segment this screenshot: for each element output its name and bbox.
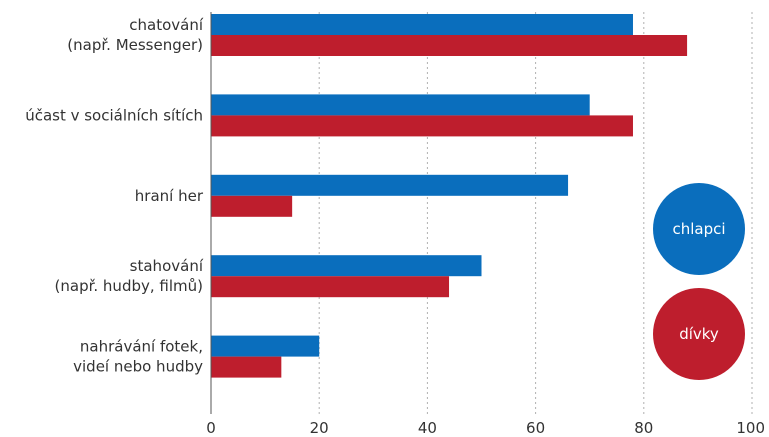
legend-label: chlapci: [672, 220, 725, 238]
bar-boys: [211, 14, 633, 35]
legend: chlapci dívky: [653, 183, 745, 380]
category-label: stahování: [130, 257, 204, 275]
category-label: nahrávání fotek,: [80, 338, 203, 356]
legend-label: dívky: [679, 325, 719, 343]
x-tick-label: 0: [206, 419, 216, 437]
bar-girls: [211, 356, 282, 378]
bar-boys: [211, 335, 320, 357]
bar-boys: [211, 255, 482, 277]
category-label: (např. Messenger): [67, 36, 203, 54]
category-label: hraní her: [135, 187, 204, 205]
category-label: (např. hudby, filmů): [55, 277, 203, 295]
x-tick-label: 40: [418, 419, 437, 437]
x-tick-label: 60: [526, 419, 545, 437]
x-tick-label: 80: [634, 419, 653, 437]
category-label: videí nebo hudby: [73, 358, 203, 376]
x-tick-label: 20: [310, 419, 329, 437]
bar-girls: [211, 35, 688, 56]
bar-boys: [211, 94, 590, 116]
bar-girls: [211, 195, 293, 217]
legend-swatch: [653, 288, 745, 380]
legend-swatch: [653, 183, 745, 275]
bars: [211, 14, 688, 378]
category-labels: chatování (např. Messenger) účast v sociál…: [25, 16, 204, 376]
bar-boys: [211, 174, 569, 196]
bar-girls: [211, 276, 450, 298]
bar-girls: [211, 115, 633, 137]
category-label: účast v sociálních sítích: [25, 106, 203, 124]
x-tick-labels: 0 20 40 60 80 100: [206, 419, 765, 437]
x-tick-label: 100: [736, 419, 765, 437]
category-label: chatování: [129, 16, 204, 34]
